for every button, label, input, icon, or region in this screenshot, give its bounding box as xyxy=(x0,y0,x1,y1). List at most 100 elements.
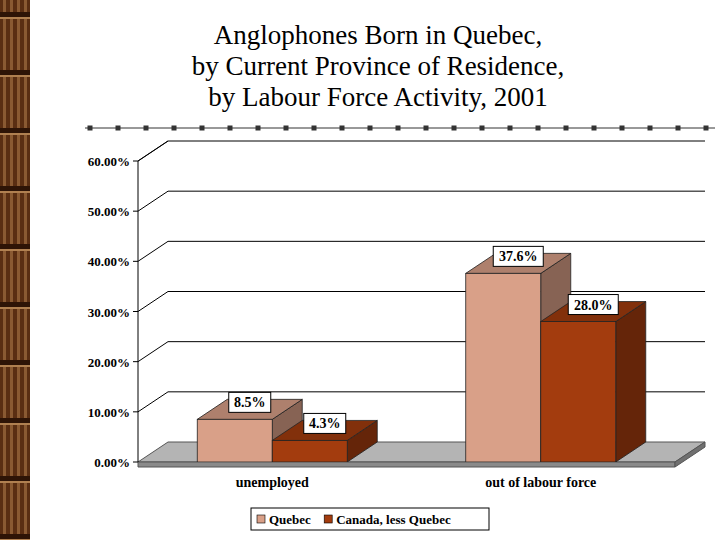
title-line: by Current Province of Residence, xyxy=(192,51,565,81)
data-label-box xyxy=(493,246,543,266)
grid-line xyxy=(138,191,705,211)
rule-square xyxy=(620,126,625,131)
rule-square xyxy=(284,126,289,131)
chart: Anglophones Born in Quebec,by Current Pr… xyxy=(0,0,720,540)
floor-edge xyxy=(138,462,675,467)
border-node xyxy=(0,423,30,425)
tick-label: 30.00% xyxy=(88,305,130,320)
border-node xyxy=(0,307,30,309)
tick-label: 40.00% xyxy=(88,254,130,269)
rule-square xyxy=(452,126,457,131)
title-line: by Labour Force Activity, 2001 xyxy=(208,82,547,112)
rule-square xyxy=(144,126,149,131)
border-node xyxy=(0,365,30,367)
legend-swatch xyxy=(324,515,332,523)
tick-label: 60.00% xyxy=(88,154,130,169)
border-node xyxy=(0,186,30,191)
bar-front xyxy=(197,419,272,462)
floor-side xyxy=(675,442,705,467)
legend-label: Canada, less Quebec xyxy=(336,512,451,527)
border-node xyxy=(0,249,30,251)
tick-mark xyxy=(133,211,138,212)
bar-front xyxy=(541,322,616,462)
rule-square xyxy=(256,126,261,131)
border-stripe xyxy=(10,0,13,540)
category-label: unemployed xyxy=(236,475,309,490)
border-stripe xyxy=(17,0,20,540)
rule-square xyxy=(648,126,653,131)
legend-box xyxy=(251,508,489,530)
tick-mark xyxy=(133,261,138,262)
border-node xyxy=(0,302,30,307)
rule-square xyxy=(368,126,373,131)
border-strip xyxy=(0,0,30,540)
tick-mark xyxy=(133,462,138,463)
border-node xyxy=(0,12,30,17)
title-line: Anglophones Born in Quebec, xyxy=(214,20,542,50)
tick-label: 10.00% xyxy=(88,405,130,420)
border-node xyxy=(0,17,30,19)
rule-square xyxy=(200,126,205,131)
data-label: 4.3% xyxy=(304,413,346,433)
legend-label: Quebec xyxy=(269,512,311,527)
grid-line xyxy=(138,141,705,161)
border-node xyxy=(0,476,30,481)
data-label-text: 28.0% xyxy=(574,298,613,313)
data-label-box xyxy=(304,413,346,433)
rule-square xyxy=(536,126,541,131)
border-node xyxy=(0,418,30,423)
bar-front xyxy=(466,273,541,462)
data-label: 37.6% xyxy=(493,246,543,266)
y-axis xyxy=(138,161,139,462)
border-node xyxy=(0,70,30,75)
tick-mark xyxy=(133,311,138,312)
grid-line xyxy=(138,241,705,261)
y-axis-depth xyxy=(138,141,168,161)
bars xyxy=(197,253,646,462)
border-stripe xyxy=(3,0,6,540)
border-node xyxy=(0,133,30,135)
data-label-text: 37.6% xyxy=(499,249,538,264)
tick-mark xyxy=(133,361,138,362)
border-node xyxy=(0,539,30,540)
rule-square xyxy=(396,126,401,131)
border-node xyxy=(0,75,30,77)
tick-mark xyxy=(133,411,138,412)
data-labels: 8.5% 4.3% 37.6% 28.0% xyxy=(229,246,619,433)
data-label-box xyxy=(229,392,271,412)
border-node xyxy=(0,360,30,365)
rule-square xyxy=(704,126,709,131)
data-label-box xyxy=(568,295,618,315)
rule-square xyxy=(676,126,681,131)
rule-square xyxy=(424,126,429,131)
rule-square xyxy=(228,126,233,131)
rule-square xyxy=(116,126,121,131)
border-decoration xyxy=(0,0,30,540)
bar xyxy=(541,302,646,462)
title-rule xyxy=(85,126,715,131)
rule-square xyxy=(508,126,513,131)
rule-square xyxy=(592,126,597,131)
legend-swatch xyxy=(257,515,265,523)
border-node xyxy=(0,244,30,249)
data-label-text: 8.5% xyxy=(234,395,266,410)
border-node xyxy=(0,481,30,483)
legend: Quebec Canada, less Quebec xyxy=(251,508,489,530)
border-node xyxy=(0,128,30,133)
tick-label: 20.00% xyxy=(88,355,130,370)
y-ticks: 0.00% 10.00% 20.00% 30.00% 40.00% 50.00% 60.00… xyxy=(88,154,138,470)
data-label: 8.5% xyxy=(229,392,271,412)
rule-square xyxy=(172,126,177,131)
rule-square xyxy=(564,126,569,131)
border-stripe xyxy=(24,0,27,540)
category-label: out of labour force xyxy=(485,475,596,490)
data-label-text: 4.3% xyxy=(309,416,341,431)
rule-square xyxy=(480,126,485,131)
rule-square xyxy=(88,126,93,131)
tick-label: 50.00% xyxy=(88,204,130,219)
bar-front xyxy=(272,440,347,462)
slide: Anglophones Born in Quebec,by Current Pr… xyxy=(0,0,720,540)
title: Anglophones Born in Quebec,by Current Pr… xyxy=(192,20,565,112)
tick-mark xyxy=(133,161,138,162)
tick-label: 0.00% xyxy=(94,455,130,470)
